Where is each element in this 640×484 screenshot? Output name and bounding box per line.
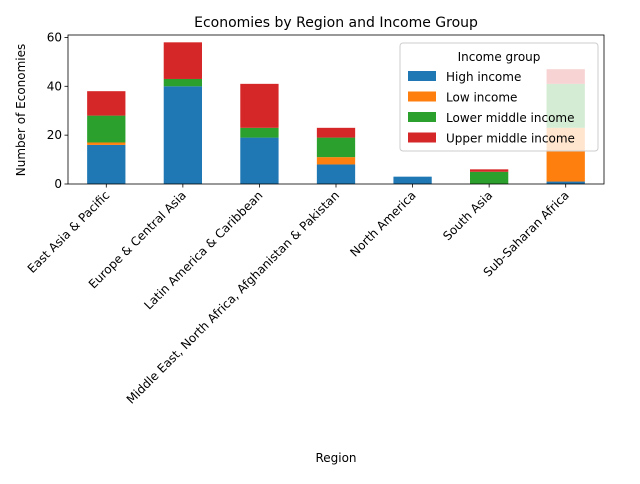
legend-swatch-4	[408, 132, 436, 143]
y-tick-label: 20	[47, 128, 62, 142]
y-tick-label: 60	[47, 30, 62, 44]
legend-title: Income group	[458, 50, 541, 64]
x-tick-label: North America	[347, 188, 418, 259]
bar-segment-4-1	[316, 164, 356, 184]
bar-segment-3-1	[240, 137, 279, 184]
chart-title: Economies by Region and Income Group	[194, 15, 478, 31]
bar-segment-2-4	[163, 42, 202, 79]
legend-swatch-3	[408, 112, 436, 122]
bar-segment-2-3	[163, 78, 202, 87]
legend: Income group High income Low income Lower …	[399, 42, 599, 152]
y-tick-label: 0	[54, 177, 62, 191]
bar-segment-6-3	[470, 171, 509, 184]
x-axis-label: Region	[315, 451, 356, 465]
bar-segment-1-4	[87, 91, 126, 116]
bar-segment-1-1	[87, 144, 126, 184]
x-tick-label: Sub-Saharan Africa	[481, 188, 572, 279]
bar-segment-1-2	[87, 142, 126, 145]
bar-segment-2-1	[163, 86, 202, 184]
bar-segment-6-4	[470, 169, 509, 172]
bar-segment-4-4	[316, 127, 356, 138]
legend-swatch-2	[408, 91, 436, 102]
y-axis-label: Number of Economies	[14, 44, 28, 177]
x-tick-label: South Asia	[440, 188, 495, 243]
legend-box	[399, 42, 599, 152]
bar-segment-3-4	[240, 83, 279, 128]
bar-segment-4-3	[316, 137, 356, 158]
legend-label-2: Low income	[446, 91, 517, 105]
bar-segment-1-3	[87, 115, 126, 143]
legend-swatch-1	[408, 71, 436, 81]
x-tick-label: East Asia & Pacific	[25, 188, 113, 276]
bar-segment-3-3	[240, 127, 279, 138]
y-tick-label: 40	[47, 79, 62, 93]
bar-segment-4-2	[316, 157, 356, 165]
bar-segment-7-1	[546, 181, 585, 184]
legend-label-3: Lower middle income	[446, 111, 575, 125]
legend-label-1: High income	[446, 70, 521, 84]
bar-segment-5-1	[393, 176, 432, 184]
legend-label-4: Upper middle income	[446, 132, 575, 146]
